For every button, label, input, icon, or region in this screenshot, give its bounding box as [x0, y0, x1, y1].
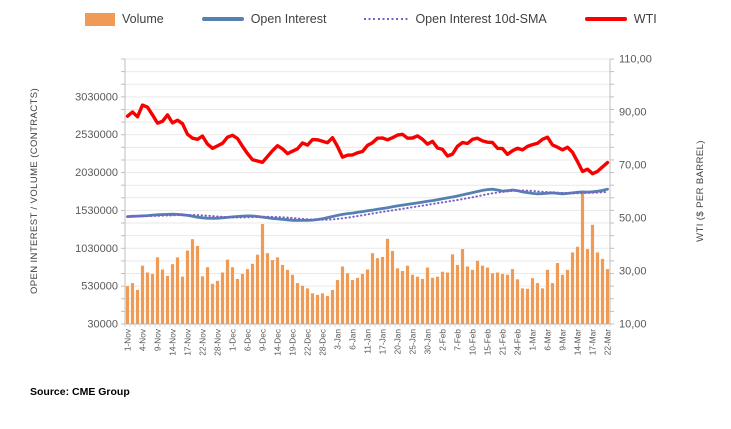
svg-text:10,00: 10,00: [619, 319, 647, 331]
svg-text:22-Nov: 22-Nov: [198, 328, 208, 356]
svg-text:6-Mar: 6-Mar: [543, 329, 553, 351]
svg-text:10-Feb: 10-Feb: [468, 329, 478, 356]
svg-text:9-Nov: 9-Nov: [153, 328, 163, 351]
open-interest-line: [126, 187, 609, 222]
svg-text:2-Feb: 2-Feb: [438, 329, 448, 351]
svg-text:110,00: 110,00: [619, 54, 652, 66]
right-axis-title: WTI ($ PER BARREL): [695, 140, 706, 242]
legend-item-volume: Volume: [85, 12, 164, 26]
svg-text:14-Nov: 14-Nov: [168, 328, 178, 356]
svg-text:1-Nov: 1-Nov: [123, 328, 133, 351]
svg-text:6-Jan: 6-Jan: [348, 329, 358, 350]
svg-text:6-Dec: 6-Dec: [243, 329, 253, 351]
open-interest-swatch-icon: [201, 16, 244, 22]
svg-text:20-Jan: 20-Jan: [393, 329, 403, 355]
left-axis-tick-labels: 3030000 2530000 2030000 1530000 1030000 53000…: [75, 91, 118, 330]
right-axis-tick-labels: 110,00 90,00 70,00 50,00 30,00 10,00: [619, 54, 652, 331]
svg-text:90,00: 90,00: [619, 107, 647, 119]
svg-text:70,00: 70,00: [619, 160, 647, 172]
svg-text:2530000: 2530000: [75, 129, 118, 141]
svg-text:17-Jan: 17-Jan: [378, 329, 388, 355]
svg-text:50,00: 50,00: [619, 213, 647, 225]
volume-bars: [125, 191, 610, 324]
svg-text:3-Jan: 3-Jan: [333, 329, 343, 350]
svg-text:7-Feb: 7-Feb: [453, 329, 463, 351]
svg-text:30-Jan: 30-Jan: [423, 329, 433, 355]
wti-line: [125, 103, 610, 176]
legend-label-open-interest: Open Interest: [250, 12, 327, 26]
legend-item-open-interest: Open Interest: [201, 12, 327, 26]
svg-text:30000: 30000: [87, 319, 118, 331]
svg-text:1030000: 1030000: [75, 243, 118, 255]
svg-text:24-Feb: 24-Feb: [513, 329, 523, 356]
sma-swatch-icon: [364, 17, 409, 21]
svg-text:530000: 530000: [81, 281, 118, 293]
svg-text:28-Nov: 28-Nov: [213, 328, 223, 356]
svg-text:25-Jan: 25-Jan: [408, 329, 418, 355]
svg-text:15-Feb: 15-Feb: [483, 329, 493, 356]
legend-label-sma: Open Interest 10d-SMA: [415, 12, 547, 26]
legend-label-volume: Volume: [122, 12, 164, 26]
svg-text:3030000: 3030000: [75, 91, 118, 103]
svg-text:2030000: 2030000: [75, 167, 118, 179]
svg-text:22-Dec: 22-Dec: [303, 329, 313, 356]
svg-text:28-Dec: 28-Dec: [318, 329, 328, 356]
open-interest-sma-line: [126, 189, 609, 221]
series-lines: [125, 103, 610, 222]
svg-text:11-Jan: 11-Jan: [363, 329, 373, 354]
svg-text:19-Dec: 19-Dec: [288, 329, 298, 356]
legend-item-wti: WTI: [584, 12, 657, 26]
svg-text:14-Mar: 14-Mar: [573, 329, 583, 356]
svg-text:9-Dec: 9-Dec: [258, 329, 268, 351]
source-text: Source: CME Group: [30, 386, 130, 398]
svg-text:1-Mar: 1-Mar: [528, 329, 538, 351]
svg-text:17-Nov: 17-Nov: [183, 328, 193, 356]
left-axis-title: OPEN INTEREST / VOLUME (CONTRACTS): [29, 88, 40, 294]
legend: Volume Open Interest Open Interest 10d-S…: [85, 8, 657, 30]
svg-text:22-Mar: 22-Mar: [603, 329, 613, 356]
volume-swatch-icon: [85, 12, 115, 26]
svg-text:1530000: 1530000: [75, 205, 118, 217]
svg-text:1-Dec: 1-Dec: [228, 329, 238, 351]
svg-text:14-Dec: 14-Dec: [273, 329, 283, 356]
svg-text:17-Mar: 17-Mar: [588, 329, 598, 356]
wti-swatch-icon: [584, 16, 627, 22]
svg-text:21-Feb: 21-Feb: [498, 329, 508, 356]
legend-label-wti: WTI: [633, 12, 657, 26]
svg-text:4-Nov: 4-Nov: [138, 328, 148, 351]
x-axis-tick-labels: 1-Nov 4-Nov 9-Nov 14-Nov 17-Nov 22-Nov 28-Nov 1…: [123, 328, 613, 356]
svg-text:9-Mar: 9-Mar: [558, 329, 568, 351]
svg-text:30,00: 30,00: [619, 266, 647, 278]
legend-item-sma: Open Interest 10d-SMA: [364, 12, 547, 26]
